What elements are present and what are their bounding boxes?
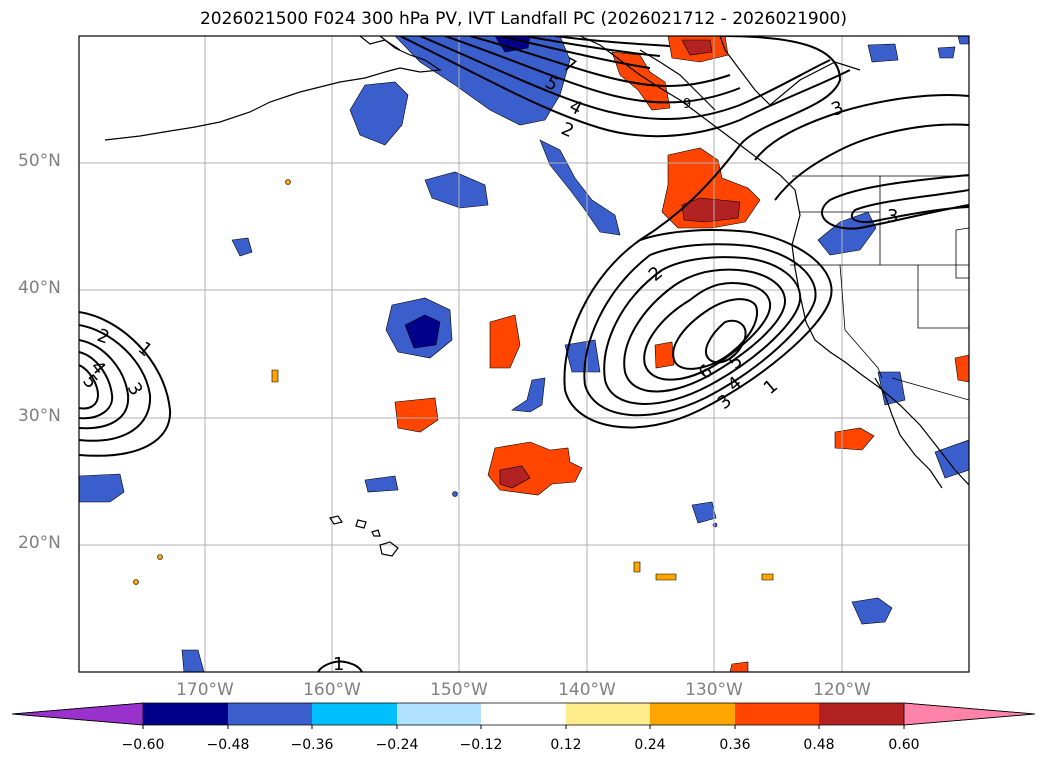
colorbar-tick-label: −0.36 bbox=[290, 737, 334, 753]
pv-positive-dot bbox=[285, 179, 291, 185]
pv-negative-region bbox=[231, 237, 253, 257]
pv-positive-region bbox=[271, 369, 279, 383]
pv-anomaly-shading bbox=[79, 36, 969, 672]
pv-negative-region bbox=[364, 475, 399, 493]
pv-negative-region bbox=[539, 139, 621, 236]
colorbar-tick-label: 0.12 bbox=[550, 737, 582, 753]
pv-negative-dot bbox=[452, 491, 458, 497]
pv-positive-region bbox=[954, 354, 969, 383]
pv-positive-core bbox=[499, 465, 531, 489]
pv-positive-region bbox=[394, 397, 439, 433]
pv-negative-region bbox=[349, 81, 409, 146]
colorbar-tick-label: −0.12 bbox=[459, 737, 503, 753]
pv-positive-region bbox=[729, 661, 749, 672]
lon-label: 120°W bbox=[813, 680, 871, 700]
pv-negative-region bbox=[867, 43, 899, 63]
colorbar-tick-label: −0.60 bbox=[121, 737, 165, 753]
lon-label: 160°W bbox=[303, 680, 361, 700]
pv-negative-region bbox=[691, 501, 717, 524]
colorbar-extend-max bbox=[903, 702, 1036, 726]
map-frame bbox=[78, 35, 970, 673]
pv-negative-region bbox=[79, 473, 125, 503]
pv-negative-region bbox=[511, 377, 546, 413]
figure-title: 2026021500 F024 300 hPa PV, IVT Landfall… bbox=[199, 9, 847, 29]
pv-negative-region bbox=[394, 36, 571, 126]
pv-positive-region bbox=[654, 341, 675, 369]
pv-positive-dot bbox=[133, 579, 139, 585]
lat-label: 20°N bbox=[18, 533, 61, 553]
pv-negative-region bbox=[957, 36, 969, 45]
pv-negative-region bbox=[937, 46, 956, 59]
lat-label: 50°N bbox=[18, 151, 61, 171]
lon-label: 140°W bbox=[558, 680, 616, 700]
pv-positive-region bbox=[489, 314, 521, 369]
lat-label: 30°N bbox=[18, 406, 61, 426]
pv-positive-core bbox=[681, 39, 713, 56]
pv-negative-region bbox=[181, 649, 205, 672]
lon-label: 130°W bbox=[685, 680, 743, 700]
colorbar-segment bbox=[312, 703, 397, 725]
colorbar-segment bbox=[143, 703, 228, 725]
colorbar-segment bbox=[735, 703, 819, 725]
colorbar-segment bbox=[228, 703, 312, 725]
colorbar-ticks bbox=[142, 725, 905, 729]
lat-label: 40°N bbox=[18, 278, 61, 298]
colorbar-segment bbox=[819, 703, 904, 725]
contour-label: 1 bbox=[333, 654, 344, 675]
pv-positive-region bbox=[761, 573, 774, 581]
colorbar-tick-label: 0.36 bbox=[719, 737, 751, 753]
pv-negative-region bbox=[877, 371, 906, 406]
colorbar-tick-label: −0.24 bbox=[375, 737, 419, 753]
pv-positive-core bbox=[681, 197, 741, 223]
colorbar-tick-label: 0.24 bbox=[634, 737, 666, 753]
hawaii-islands bbox=[329, 515, 399, 557]
colorbar-segment bbox=[481, 703, 566, 725]
map-content: 7 5 4 2 3 3 2 6 5 4 3 1 2 1 3 4 5 1 9 bbox=[79, 36, 969, 675]
pv-negative-region bbox=[424, 171, 489, 209]
ivt-contours bbox=[79, 36, 969, 672]
colorbar-segment bbox=[566, 703, 650, 725]
colorbar bbox=[11, 702, 1036, 729]
colorbar-segment bbox=[650, 703, 735, 725]
lon-label: 150°W bbox=[430, 680, 488, 700]
pv-positive-region bbox=[655, 573, 677, 581]
pv-positive-region bbox=[834, 427, 875, 451]
map-background bbox=[79, 36, 969, 672]
pv-negative-region bbox=[564, 339, 601, 373]
colorbar-segment bbox=[397, 703, 481, 725]
contour-label: 9 bbox=[683, 97, 691, 112]
pv-positive-region bbox=[611, 51, 671, 111]
pv-positive-dot bbox=[157, 554, 163, 560]
colorbar-tick-label: 0.48 bbox=[803, 737, 835, 753]
pv-negative-region bbox=[934, 439, 969, 479]
pv-positive-region bbox=[633, 561, 641, 573]
pv-negative-core bbox=[404, 314, 441, 349]
colorbar-tick-label: −0.48 bbox=[206, 737, 250, 753]
pv-negative-region bbox=[851, 597, 893, 625]
colorbar-tick-label: 0.60 bbox=[888, 737, 920, 753]
contour-label: 3 bbox=[887, 206, 898, 227]
lon-label: 170°W bbox=[176, 680, 234, 700]
gridlines bbox=[79, 36, 969, 672]
colorbar-extend-min bbox=[11, 702, 144, 726]
